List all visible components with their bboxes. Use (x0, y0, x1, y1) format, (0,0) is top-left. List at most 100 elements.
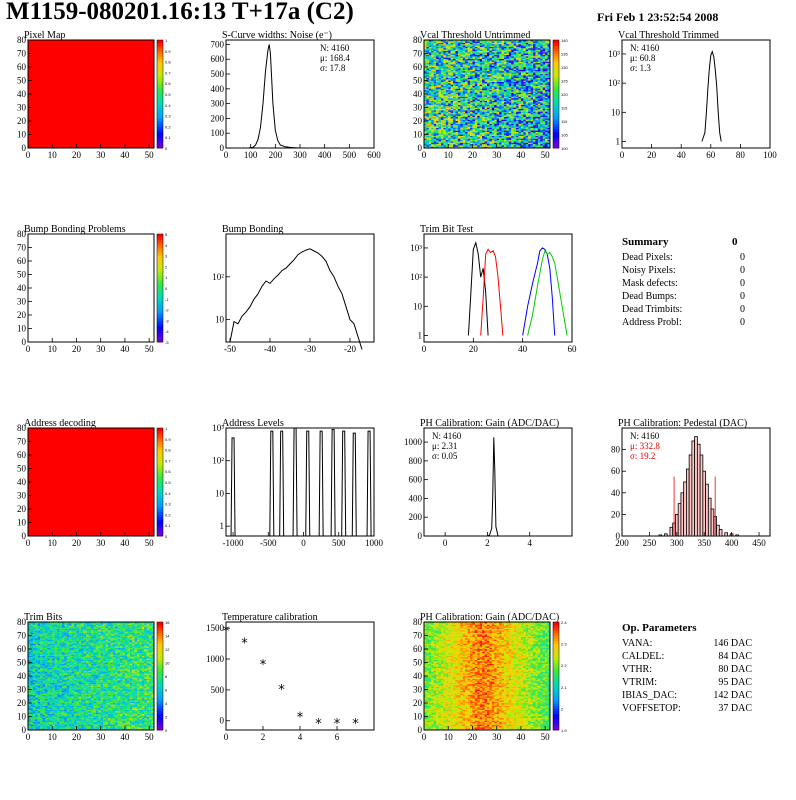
heatmap-cell (538, 126, 541, 128)
heatmap-cell (470, 86, 473, 88)
heatmap-cell (477, 49, 480, 51)
heatmap-cell (492, 144, 495, 146)
heatmap-cell (523, 41, 526, 43)
heatmap-cell (514, 139, 517, 141)
heatmap-cell (540, 66, 543, 68)
heatmap-cell (523, 144, 526, 146)
heatmap-cell (489, 101, 492, 103)
heatmap-cell (511, 128, 514, 130)
heatmap-cell (477, 55, 480, 57)
heatmap-cell (538, 79, 541, 81)
heatmap-cell (446, 143, 449, 145)
heatmap-cell (502, 143, 505, 145)
heatmap-cell (480, 62, 483, 64)
heatmap-cell (516, 102, 519, 104)
heatmap-cell (431, 82, 434, 84)
heatmap-cell (482, 71, 485, 73)
heatmap-cell (465, 52, 468, 54)
heatmap-cell (426, 117, 429, 119)
heatmap-cell (436, 105, 439, 107)
heatmap-cell (443, 48, 446, 50)
heatmap-cell (533, 83, 536, 85)
heatmap-cell (492, 68, 495, 70)
heatmap-cell (504, 71, 507, 73)
heatmap-cell (499, 72, 502, 74)
colorbar-label: 0 (165, 534, 168, 539)
heatmap-cell (545, 128, 548, 130)
heatmap-cell (460, 82, 463, 84)
heatmap-cell (458, 99, 461, 101)
heatmap-cell (33, 626, 36, 628)
heatmap-cell (482, 118, 485, 120)
heatmap-cell (506, 72, 509, 74)
heatmap-cell (434, 79, 437, 81)
heatmap-cell (426, 76, 429, 78)
pedestal-bar (664, 534, 667, 536)
heatmap-cell (538, 86, 541, 88)
heatmap-cell (504, 145, 507, 147)
heatmap-cell (472, 125, 475, 127)
heatmap-cell (509, 110, 512, 112)
heatmap-cell (487, 122, 490, 124)
heatmap-cell (451, 43, 454, 45)
heatmap-cell (441, 121, 444, 123)
heatmap-cell (492, 93, 495, 95)
heatmap-cell (446, 103, 449, 105)
heatmap-cell (431, 63, 434, 64)
heatmap-cell (485, 130, 488, 132)
heatmap-cell (468, 128, 471, 130)
heatmap-cell (456, 91, 459, 93)
heatmap-cell (472, 72, 475, 74)
heatmap-cell (497, 129, 500, 131)
x-tick-label: 450 (752, 538, 766, 548)
colorbar-segment (157, 110, 163, 113)
heatmap-cell (443, 140, 446, 142)
heatmap-cell (543, 117, 546, 119)
heatmap-cell (33, 654, 36, 656)
heatmap-cell (460, 112, 463, 114)
heatmap-cell (485, 64, 488, 66)
heatmap-cell (426, 124, 429, 126)
heatmap-cell (480, 43, 483, 45)
heatmap-cell (516, 81, 519, 83)
heatmap-cell (434, 94, 437, 96)
chart-title: Trim Bits (24, 612, 62, 623)
heatmap-cell (470, 114, 473, 116)
heatmap-cell (465, 44, 468, 46)
heatmap-cell (519, 47, 522, 49)
heatmap-cell (521, 47, 524, 49)
heatmap-cell (506, 47, 509, 49)
heatmap-cell (516, 71, 519, 73)
heatmap-cell (33, 707, 36, 709)
heatmap-cell (516, 116, 519, 118)
heatmap-cell (431, 136, 434, 138)
heatmap-cell (506, 125, 509, 127)
heatmap-cell (460, 54, 463, 56)
y-tick-label: 800 (409, 456, 423, 466)
heatmap-cell (509, 90, 512, 92)
heatmap-cell (429, 81, 432, 83)
heatmap-cell (436, 64, 439, 66)
heatmap-cell (460, 47, 463, 49)
heatmap-cell (463, 114, 466, 116)
heatmap-cell (465, 76, 468, 78)
heatmap-cell (519, 75, 522, 77)
heatmap-cell (429, 75, 432, 77)
y-tick-label: 10² (212, 456, 224, 466)
heatmap-cell (458, 44, 461, 46)
heatmap-cell (519, 71, 522, 73)
heatmap-cell (468, 125, 471, 127)
heatmap-cell (514, 75, 517, 77)
colorbar-segment (553, 132, 559, 135)
heatmap-cell (451, 128, 454, 130)
heatmap-cell (453, 133, 456, 135)
heatmap-cell (463, 43, 466, 45)
pedestal-bar (706, 484, 709, 536)
heatmap-cell (492, 82, 495, 84)
heatmap-cell (545, 110, 548, 112)
heatmap-cell (441, 94, 444, 96)
heatmap-cell (492, 51, 495, 53)
heatmap-cell (434, 110, 437, 112)
